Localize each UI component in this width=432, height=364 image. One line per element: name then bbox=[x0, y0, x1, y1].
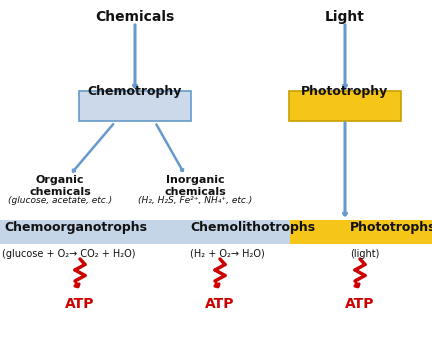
Text: Chemoorganotrophs: Chemoorganotrophs bbox=[4, 221, 147, 234]
FancyBboxPatch shape bbox=[79, 91, 191, 121]
Text: Chemolithotrophs: Chemolithotrophs bbox=[190, 221, 315, 234]
Text: (light): (light) bbox=[350, 249, 379, 259]
Text: Inorganic
chemicals: Inorganic chemicals bbox=[164, 175, 226, 197]
Text: ATP: ATP bbox=[65, 297, 95, 311]
Text: ATP: ATP bbox=[345, 297, 375, 311]
Bar bbox=[290, 220, 432, 244]
Text: Chemicals: Chemicals bbox=[95, 10, 175, 24]
FancyBboxPatch shape bbox=[289, 91, 401, 121]
Text: (H₂ + O₂→ H₂O): (H₂ + O₂→ H₂O) bbox=[190, 249, 265, 259]
Text: (H₂, H₂S, Fe²⁺, NH₄⁺, etc.): (H₂, H₂S, Fe²⁺, NH₄⁺, etc.) bbox=[138, 196, 252, 205]
Text: (glucose + O₂→ CO₂ + H₂O): (glucose + O₂→ CO₂ + H₂O) bbox=[2, 249, 136, 259]
Text: Light: Light bbox=[325, 10, 365, 24]
Text: Phototrophs: Phototrophs bbox=[350, 221, 432, 234]
Text: ATP: ATP bbox=[205, 297, 235, 311]
Text: Chemotrophy: Chemotrophy bbox=[88, 86, 182, 99]
Text: Organic
chemicals: Organic chemicals bbox=[29, 175, 91, 197]
Text: (glucose, acetate, etc.): (glucose, acetate, etc.) bbox=[8, 196, 112, 205]
Bar bbox=[0, 220, 290, 244]
Text: Phototrophy: Phototrophy bbox=[302, 86, 389, 99]
